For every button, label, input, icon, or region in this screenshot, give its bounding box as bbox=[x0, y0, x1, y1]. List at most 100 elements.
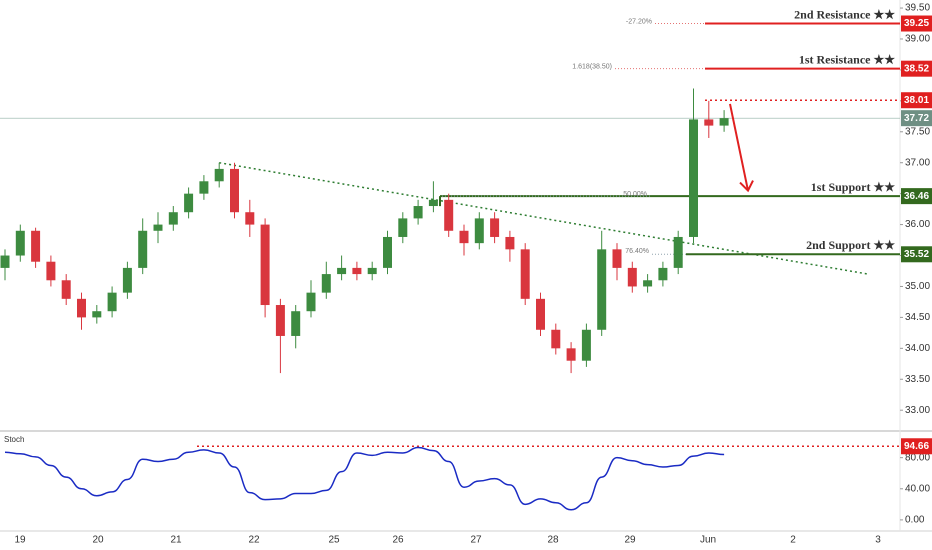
candle-body bbox=[627, 267, 637, 287]
candle-body bbox=[704, 119, 714, 126]
x-tick-label: 2 bbox=[790, 535, 796, 546]
candle-body bbox=[138, 230, 148, 268]
stoch-tick-label: 40.00 bbox=[905, 483, 930, 494]
level-price-label: 39.25 bbox=[904, 18, 929, 29]
x-tick-label: 29 bbox=[624, 535, 636, 546]
candle-body bbox=[597, 249, 607, 330]
candle-body bbox=[719, 118, 729, 126]
candle-body bbox=[184, 193, 194, 213]
candle-body bbox=[490, 218, 500, 237]
candle-body bbox=[0, 255, 10, 268]
y-tick-label: 34.50 bbox=[905, 312, 930, 323]
candle-body bbox=[581, 329, 591, 361]
stoch-tick-label: 0.00 bbox=[905, 515, 925, 526]
candle-body bbox=[77, 298, 86, 318]
y-tick-label: 39.00 bbox=[905, 34, 930, 45]
candle-body bbox=[214, 168, 224, 182]
candle-body bbox=[520, 249, 530, 299]
fib-label: -27.20% bbox=[626, 18, 652, 25]
candle-body bbox=[398, 218, 408, 237]
candle-body bbox=[61, 280, 71, 299]
candle-body bbox=[444, 199, 454, 231]
candle-body bbox=[536, 298, 545, 330]
y-tick-label: 33.00 bbox=[905, 405, 930, 416]
candle-body bbox=[46, 261, 56, 281]
fib-label: 1.618(38.50) bbox=[572, 64, 612, 71]
candle-body bbox=[505, 236, 515, 250]
fib-label: 50.00% bbox=[623, 191, 647, 198]
level-price-label: 38.01 bbox=[904, 95, 929, 106]
level-label: 2nd Resistance ★★ bbox=[794, 7, 895, 21]
y-tick-label: 36.00 bbox=[905, 219, 930, 230]
level-label: 2nd Support ★★ bbox=[806, 238, 895, 252]
candle-body bbox=[352, 267, 362, 275]
stoch-tick-label: 80.00 bbox=[905, 452, 930, 463]
stoch-title: Stoch bbox=[4, 435, 24, 444]
candle-body bbox=[153, 224, 163, 231]
level-price-box bbox=[901, 60, 932, 77]
candle-body bbox=[474, 218, 484, 244]
y-tick-label: 37.50 bbox=[905, 126, 930, 137]
candle-body bbox=[306, 292, 316, 312]
candle-body bbox=[367, 267, 377, 275]
x-tick-label: 19 bbox=[14, 535, 26, 546]
candle-body bbox=[245, 212, 255, 225]
stoch-line bbox=[4, 446, 725, 511]
candle-body bbox=[230, 168, 239, 213]
candle-body bbox=[321, 274, 331, 293]
candle-body bbox=[459, 230, 469, 244]
level-price-box bbox=[901, 15, 932, 32]
candle-body bbox=[566, 348, 576, 361]
candle-body bbox=[92, 311, 102, 318]
y-tick-label: 35.00 bbox=[905, 281, 930, 292]
stoch-level-label: 94.66 bbox=[904, 441, 929, 452]
candle-body bbox=[612, 249, 622, 268]
x-tick-label: 26 bbox=[392, 535, 404, 546]
candle-body bbox=[107, 292, 117, 312]
candle-body bbox=[199, 181, 209, 194]
last-price-label: 37.72 bbox=[904, 113, 929, 124]
candle-body bbox=[383, 236, 392, 268]
level-price-box bbox=[901, 188, 932, 205]
candle-body bbox=[275, 305, 285, 336]
candle-body bbox=[122, 267, 132, 293]
last-price-box bbox=[901, 110, 932, 127]
level-label: 1st Support ★★ bbox=[811, 180, 895, 194]
x-tick-label: Jun bbox=[700, 535, 716, 546]
y-tick-label: 33.50 bbox=[905, 374, 930, 385]
candle-body bbox=[413, 206, 423, 219]
candle-body bbox=[168, 212, 178, 225]
stoch-level-box bbox=[901, 438, 932, 455]
candle-body bbox=[673, 236, 683, 268]
x-tick-label: 28 bbox=[547, 535, 559, 546]
x-tick-label: 25 bbox=[328, 535, 340, 546]
forecast-arrow-head bbox=[739, 180, 754, 193]
candle-body bbox=[658, 267, 668, 281]
candle-body bbox=[337, 267, 347, 275]
x-tick-label: 27 bbox=[470, 535, 482, 546]
y-tick-label: 39.50 bbox=[905, 3, 930, 14]
candle-body bbox=[15, 230, 25, 256]
x-tick-label: 22 bbox=[248, 535, 260, 546]
level-label: 1st Resistance ★★ bbox=[799, 52, 895, 66]
forecast-arrow bbox=[729, 103, 749, 191]
x-tick-label: 20 bbox=[92, 535, 104, 546]
y-tick-label: 37.00 bbox=[905, 157, 930, 168]
level-price-label: 35.52 bbox=[904, 249, 929, 260]
y-tick-label: 34.00 bbox=[905, 343, 930, 354]
candle-body bbox=[643, 280, 653, 287]
candle-body bbox=[428, 199, 438, 207]
candle-body bbox=[31, 230, 41, 262]
level-price-label: 38.52 bbox=[904, 63, 929, 74]
candle-body bbox=[689, 119, 698, 237]
candle-body bbox=[260, 224, 270, 306]
candle-body bbox=[551, 329, 561, 349]
fib-label: 76.40% bbox=[625, 248, 649, 255]
level-price-box bbox=[901, 246, 932, 263]
x-tick-label: 21 bbox=[170, 535, 182, 546]
level-price-box bbox=[901, 92, 932, 109]
candle-body bbox=[291, 311, 301, 336]
level-price-label: 36.46 bbox=[904, 191, 929, 202]
